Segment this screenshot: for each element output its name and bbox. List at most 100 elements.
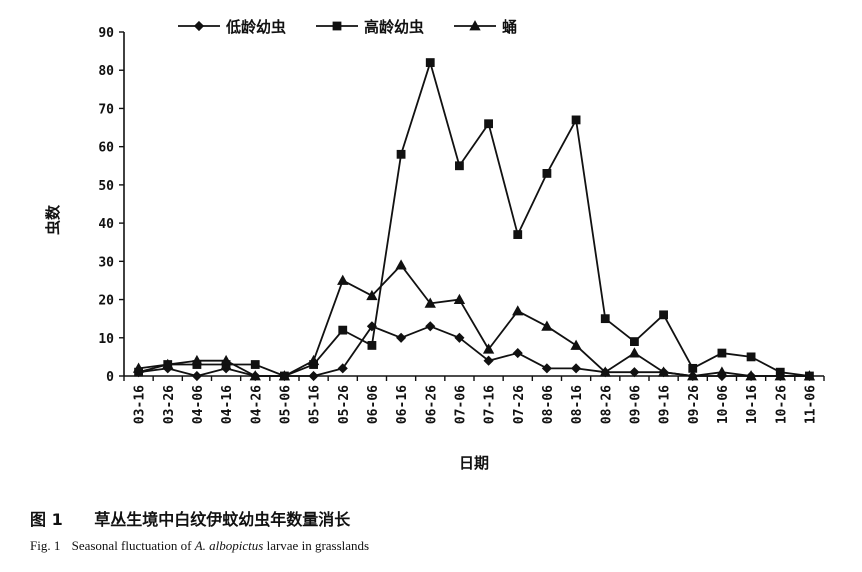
x-tick-label: 06-06 [366, 385, 381, 424]
data-point [396, 332, 407, 343]
x-tick-label: 05-26 [337, 385, 352, 424]
legend: 低龄幼虫 高龄幼虫 蛹 [178, 18, 517, 36]
data-point [455, 161, 464, 171]
y-tick-label: 60 [98, 141, 114, 156]
figure-caption-chinese: 图 1 草丛生境中白纹伊蚊幼虫年数量消长 [30, 506, 350, 530]
data-point [571, 115, 581, 125]
data-point [337, 274, 349, 285]
data-point [484, 119, 493, 129]
y-tick-label: 40 [98, 217, 114, 232]
data-point [599, 366, 611, 377]
legend-item: 蛹 [454, 18, 517, 36]
figure-number-english: Fig. 1 [30, 538, 61, 553]
data-point [220, 354, 232, 366]
data-point [628, 347, 641, 358]
data-point [629, 367, 640, 378]
data-point [512, 305, 524, 316]
data-point [308, 370, 319, 382]
data-point [191, 354, 203, 366]
data-point [774, 370, 786, 381]
x-tick-label: 08-26 [599, 385, 614, 424]
data-point [250, 360, 260, 369]
chart-area: 低龄幼虫 高龄幼虫 蛹 0 10 20 30 40 50 60 70 80 90 03-16 03-26… [44, 18, 825, 472]
data-point [657, 366, 670, 377]
series-line [138, 264, 810, 377]
x-tick-label: 06-26 [424, 385, 439, 424]
y-tick-label: 70 [98, 102, 114, 117]
data-point [424, 297, 436, 308]
data-point [337, 363, 348, 374]
data-point [191, 370, 202, 382]
x-tick-label: 06-16 [395, 385, 410, 424]
data-point [278, 370, 291, 381]
x-tick-label: 08-06 [541, 385, 556, 424]
x-tick-label: 04-26 [249, 385, 264, 424]
data-point [571, 363, 582, 374]
x-tick-label: 07-16 [483, 385, 498, 424]
data-point [482, 343, 495, 354]
data-point [425, 58, 435, 67]
data-point [307, 354, 320, 366]
data-point [600, 314, 610, 324]
line-chart: 低龄幼虫 高龄幼虫 蛹 0 10 20 30 40 50 60 70 80 90 03-16 03-26… [44, 18, 825, 472]
figure-title-chinese: 草丛生境中白纹伊蚊幼虫年数量消长 [94, 510, 351, 529]
figure-caption-english: Fig. 1 Seasonal fluctuation of A. albopi… [30, 538, 369, 554]
x-tick-label: 10-16 [745, 385, 760, 424]
data-point [803, 370, 816, 381]
data-point [453, 293, 466, 304]
data-point [162, 358, 174, 369]
data-point [396, 149, 406, 159]
legend-item: 高龄幼虫 [316, 18, 424, 36]
x-tick-label: 08-16 [570, 385, 585, 424]
data-point [513, 230, 523, 239]
series-line [138, 61, 810, 377]
y-axis: 0 10 20 30 40 50 60 70 80 90 [98, 26, 125, 385]
x-tick-label: 05-16 [308, 385, 323, 424]
series-2 [134, 58, 814, 381]
series-group [132, 58, 816, 382]
y-tick-label: 10 [98, 332, 114, 347]
data-point [249, 370, 261, 381]
legend-label: 高龄幼虫 [364, 18, 424, 36]
data-point [541, 363, 552, 374]
x-tick-label: 04-06 [191, 385, 206, 424]
y-tick-label: 0 [106, 370, 114, 385]
data-point [395, 259, 407, 270]
data-point [716, 366, 728, 377]
data-point [132, 362, 145, 373]
x-tick-label: 03-26 [162, 385, 177, 424]
legend-item: 低龄幼虫 [178, 18, 286, 36]
y-tick-label: 20 [98, 294, 114, 309]
x-axis-title: 日期 [459, 454, 489, 472]
x-tick-label: 10-06 [716, 385, 731, 424]
species-name: albopictus [209, 538, 264, 553]
y-tick-label: 50 [98, 179, 114, 194]
data-point [425, 321, 436, 332]
species-genus: A. [194, 538, 206, 553]
figure-number-chinese: 图 1 [30, 510, 63, 529]
data-point [717, 348, 727, 358]
x-tick-label: 10-26 [774, 385, 789, 424]
caption-text-before: Seasonal fluctuation of [71, 538, 192, 553]
x-tick-label: 09-06 [628, 385, 643, 424]
data-point [687, 370, 699, 381]
data-point [366, 289, 378, 301]
legend-label: 蛹 [502, 18, 517, 36]
data-point [570, 339, 582, 350]
legend-marker [193, 20, 205, 32]
data-point [483, 355, 494, 366]
data-point [541, 320, 553, 331]
x-tick-label: 07-06 [453, 385, 468, 424]
x-tick-label: 11-06 [803, 385, 818, 424]
data-point [745, 370, 757, 381]
x-tick-label: 07-26 [512, 385, 527, 424]
data-point [630, 337, 639, 347]
data-point [542, 169, 552, 178]
x-tick-label: 05-06 [278, 385, 293, 424]
x-tick-label: 03-16 [133, 385, 148, 424]
series-3 [132, 259, 816, 381]
x-tick-label: 04-16 [220, 385, 235, 424]
data-point [659, 310, 668, 320]
data-point [338, 325, 348, 335]
data-point [512, 348, 523, 359]
